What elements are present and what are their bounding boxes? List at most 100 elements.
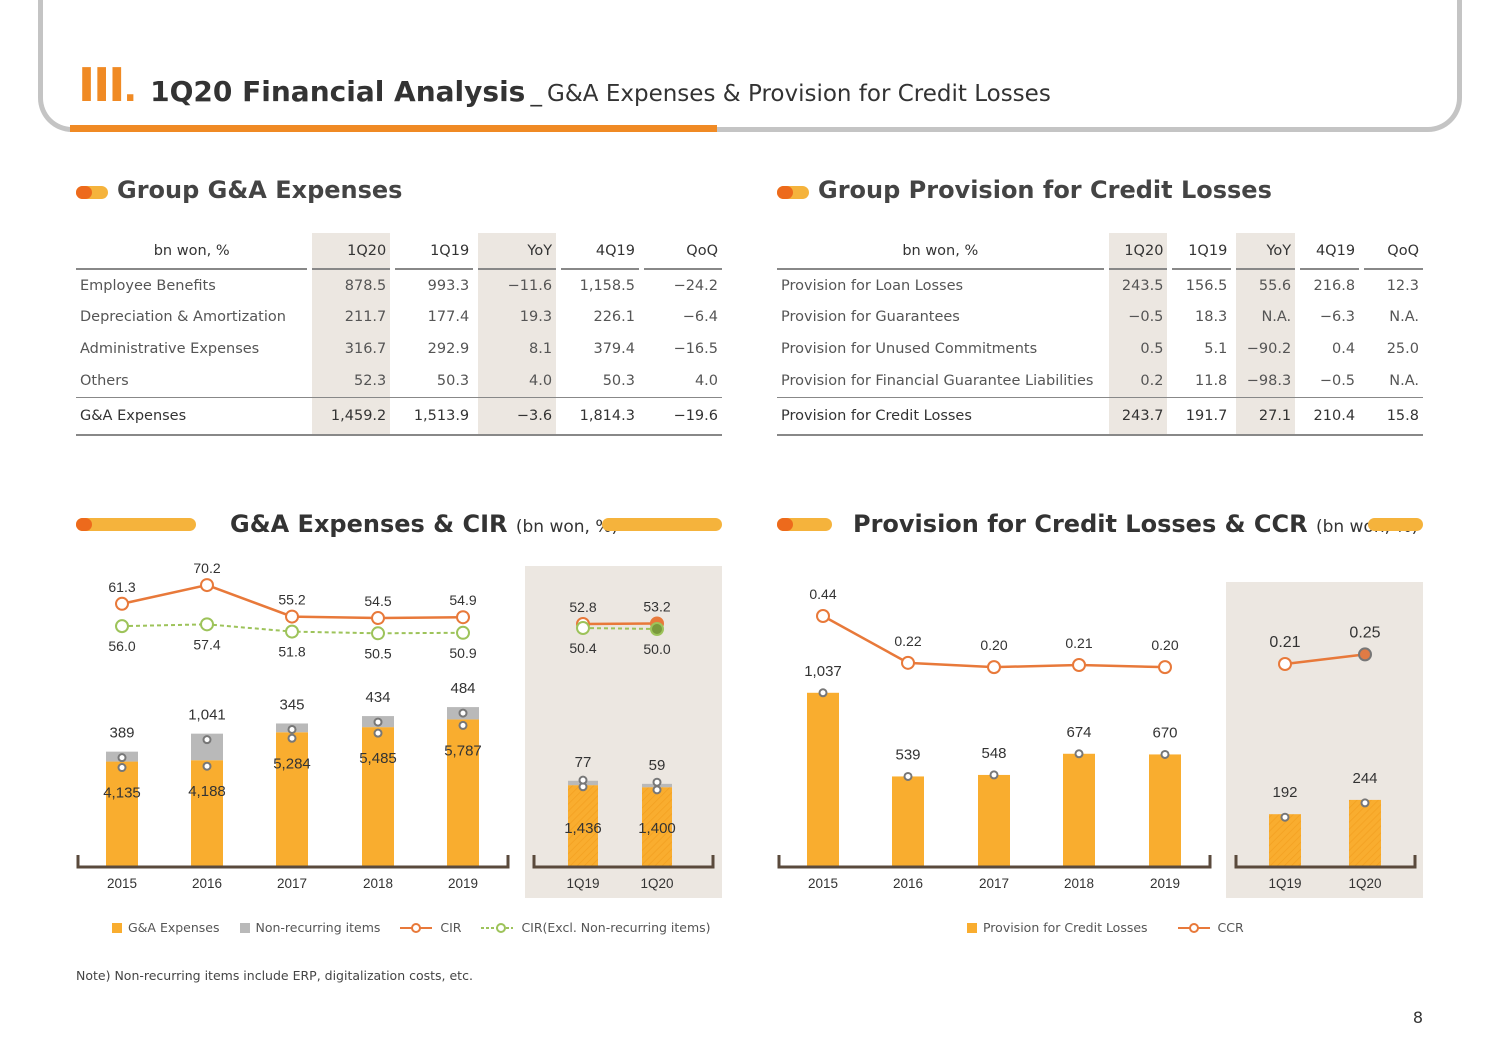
x-tick-label: 2017: [979, 876, 1009, 891]
prov-chart-title: Provision for Credit Losses & CCR (bn wo…: [853, 510, 1419, 538]
cir-data-label: 55.2: [278, 592, 305, 608]
table-cell: 52.3: [312, 365, 391, 397]
x-tick-label: 2019: [448, 876, 478, 891]
nonrec-marker: [202, 735, 212, 745]
col-gap: [556, 233, 562, 270]
title-decoration-left: [777, 518, 832, 531]
table-row: Depreciation & Amortization 211.7 177.4 19.…: [76, 301, 722, 333]
col-gap: [1167, 269, 1173, 301]
column-header: 4Q19: [1300, 233, 1360, 270]
table-cell: 0.4: [1331, 341, 1356, 357]
ga-expense-bar: [106, 761, 138, 867]
col-gap: [1295, 269, 1301, 301]
col-gap: [1231, 269, 1237, 301]
col-gap: [473, 269, 479, 301]
nonrec-data-label: 389: [109, 725, 134, 742]
ccr-data-label: 0.21: [1269, 634, 1300, 651]
table-cell: −19.6: [644, 396, 722, 436]
table-cell: 8.1: [478, 333, 557, 365]
row-label: Depreciation & Amortization: [80, 309, 286, 325]
legend-label-ga: G&A Expenses: [127, 920, 220, 935]
table-cell: 1,814.3: [561, 396, 639, 436]
table-row: Others 52.3 50.3 4.0 50.3 4.0: [76, 365, 722, 397]
ga-marker: [652, 777, 662, 787]
title-decoration-left: [76, 518, 196, 531]
nonrec-marker: [287, 724, 297, 734]
section-dot: .: [123, 69, 138, 110]
col-gap: [1295, 396, 1301, 436]
col-gap: [1103, 396, 1109, 436]
row-label: Provision for Guarantees: [781, 309, 960, 325]
ga-expense-bar: [447, 719, 479, 867]
col-gap: [1359, 301, 1365, 333]
table-row: Provision for Loan Losses 243.5 156.5 55.6 2…: [777, 269, 1423, 301]
col-gap: [1231, 333, 1237, 365]
table-cell: N.A.: [1389, 372, 1419, 389]
cir-excl-point: [576, 621, 590, 635]
ga-data-label: 1,400: [638, 820, 676, 837]
provision-data-label: 670: [1152, 724, 1177, 741]
ga-expense-bar: [362, 727, 394, 867]
ccr-line-quarter: [1284, 653, 1366, 666]
header-frame: [38, 0, 1462, 132]
cir-excl-point: [456, 625, 470, 640]
provision-data-label: 1,037: [804, 663, 842, 680]
ga-expense-bar: [191, 760, 223, 867]
col-gap: [307, 396, 313, 436]
ga-marker: [117, 763, 127, 773]
cir-data-label: 54.9: [449, 592, 476, 608]
ccr-data-label: 0.20: [1151, 637, 1178, 653]
cir-excl-data-label: 50.4: [569, 640, 596, 656]
quarter-panel: [525, 566, 722, 898]
table-cell: 210.4: [1300, 396, 1360, 436]
col-gap: [556, 333, 562, 365]
nonrec-marker: [373, 717, 383, 727]
col-gap: [1231, 396, 1237, 436]
cir-data-label: 52.8: [569, 599, 596, 615]
table-header-row: bn won, % 1Q20 1Q19 YoY 4Q19 QoQ: [76, 233, 722, 270]
legend-swatch-ga: [112, 922, 122, 933]
ccr-data-label: 0.44: [809, 586, 836, 602]
ga-marker: [373, 728, 383, 738]
provision-bar: [978, 774, 1010, 867]
ccr-point: [987, 660, 1001, 675]
ga-marker: [578, 775, 588, 785]
col-gap: [390, 301, 396, 333]
ccr-point: [1072, 657, 1086, 672]
page-number: 8: [1412, 1008, 1423, 1027]
table-cell: 25.0: [1386, 341, 1419, 357]
table-cell: 4.0: [478, 365, 557, 397]
col-gap: [1231, 301, 1237, 333]
col-gap: [1167, 233, 1173, 270]
table-cell: −24.2: [673, 277, 718, 294]
table-cell: 19.3: [478, 301, 557, 333]
table-cell: 177.4: [427, 309, 470, 325]
col-gap: [1103, 333, 1109, 365]
col-gap: [1359, 233, 1365, 270]
table-cell: N.A.: [1236, 301, 1296, 333]
provision-bar: [807, 692, 839, 867]
table-cell: 1,158.5: [579, 277, 635, 294]
column-header: bn won, %: [777, 233, 1104, 270]
ccr-point: [816, 609, 830, 623]
ga-data-label: 4,135: [103, 785, 141, 802]
ga-data-label: 5,485: [359, 750, 397, 767]
col-gap: [1231, 365, 1237, 397]
provision-bar: [1349, 799, 1381, 867]
table-cell: 1,513.9: [395, 396, 474, 436]
col-gap: [1359, 269, 1365, 301]
col-gap: [390, 233, 396, 270]
legend-label-cir: CIR: [440, 920, 462, 935]
column-header: 4Q19: [561, 233, 639, 270]
ccr-point: [901, 655, 915, 670]
cir-excl-point: [371, 626, 385, 641]
column-header: YoY: [1236, 233, 1296, 270]
ga-data-label: 1,436: [564, 820, 602, 837]
ga-chart-legend: G&A Expenses Non-recurring items CIR CIR…: [112, 919, 711, 935]
cir-excl-data-label: 51.8: [278, 644, 305, 660]
nonrec-data-label: 1,041: [188, 707, 226, 724]
page-subtitle: G&A Expenses & Provision for Credit Loss…: [547, 81, 1051, 107]
table-cell: 379.4: [593, 341, 635, 357]
provision-data-label: 548: [981, 745, 1006, 762]
x-tick-label: 2016: [893, 876, 923, 891]
